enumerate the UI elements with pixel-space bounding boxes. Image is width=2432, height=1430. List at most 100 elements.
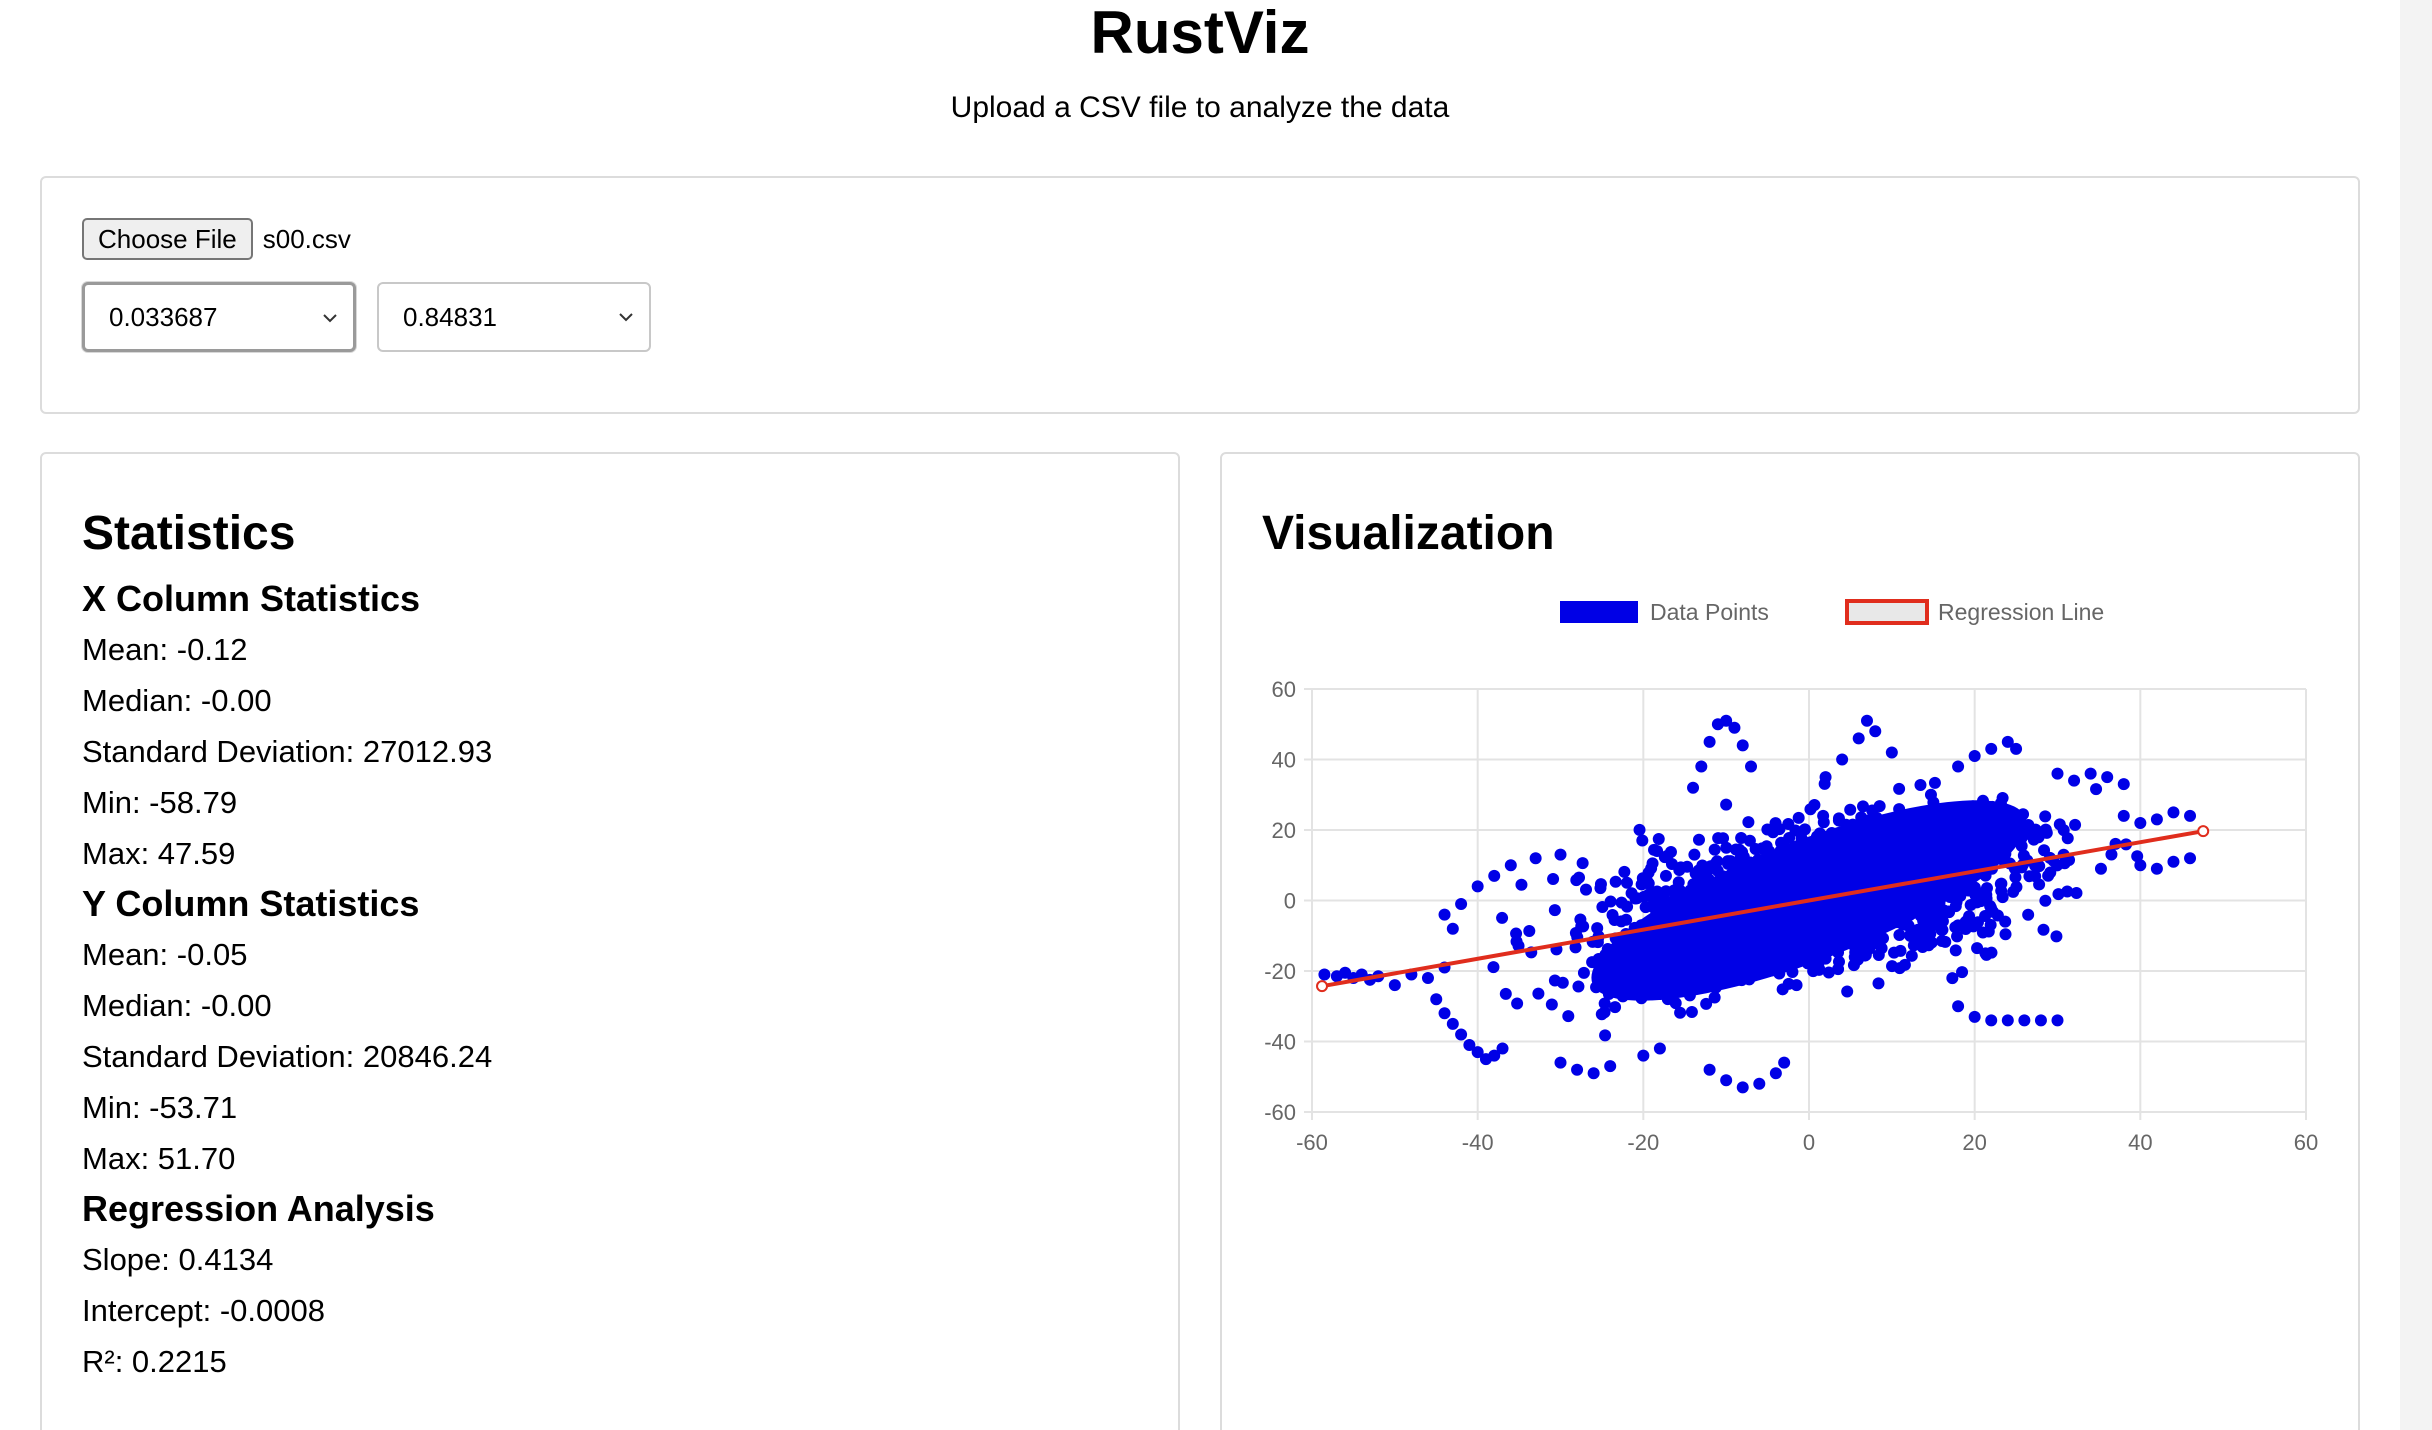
data-point xyxy=(1923,843,1936,856)
data-point xyxy=(1653,1042,1666,1055)
data-point xyxy=(2184,809,2197,822)
data-point xyxy=(1645,953,1658,966)
data-point xyxy=(1879,899,1892,912)
data-point xyxy=(1594,878,1607,891)
data-point xyxy=(1832,814,1845,827)
data-point xyxy=(2033,860,2046,873)
upload-card: Choose File s00.csv 0.033687 0.84831 xyxy=(40,176,2360,414)
data-point xyxy=(1951,804,1964,817)
data-point xyxy=(1847,930,1860,943)
data-point xyxy=(1949,921,1962,934)
data-point xyxy=(1902,919,1915,932)
data-point xyxy=(1604,1060,1617,1073)
data-point xyxy=(1609,1001,1622,1014)
data-point xyxy=(1652,832,1665,845)
data-point xyxy=(1967,920,1980,933)
data-point xyxy=(2101,771,2114,784)
data-point xyxy=(1991,909,2004,922)
data-point xyxy=(1421,972,1434,985)
data-point xyxy=(1529,852,1542,865)
data-point xyxy=(1944,890,1957,903)
data-point xyxy=(1982,925,1995,938)
data-point xyxy=(1747,968,1760,981)
data-point xyxy=(1995,884,2008,897)
data-point xyxy=(1724,918,1737,931)
data-point xyxy=(1872,977,1885,990)
data-point xyxy=(2070,886,2083,899)
data-point xyxy=(1964,802,1977,815)
data-point xyxy=(1471,880,1484,893)
x-median: Median: -0.00 xyxy=(82,683,272,718)
data-point xyxy=(1968,749,1981,762)
data-point xyxy=(1893,782,1906,795)
data-point xyxy=(1523,925,1536,938)
data-point xyxy=(1852,732,1865,745)
choose-file-button[interactable]: Choose File xyxy=(82,218,253,260)
data-point xyxy=(1696,859,1709,872)
data-point xyxy=(1710,902,1723,915)
data-point xyxy=(1822,865,1835,878)
data-point xyxy=(1992,852,2005,865)
data-point xyxy=(1615,896,1628,909)
data-point xyxy=(1904,929,1917,942)
data-point xyxy=(1642,866,1655,879)
data-point xyxy=(1765,930,1778,943)
data-point xyxy=(1891,862,1904,875)
y-tick-label: -20 xyxy=(1264,959,1296,984)
y-column-select-value: 0.84831 xyxy=(403,301,497,332)
data-point xyxy=(1840,852,1853,865)
data-point xyxy=(1675,891,1688,904)
data-point xyxy=(1778,1056,1791,1069)
y-column-select[interactable]: 0.84831 xyxy=(377,282,651,352)
data-point xyxy=(1679,949,1692,962)
y-median: Median: -0.00 xyxy=(82,988,272,1023)
data-point xyxy=(1907,894,1920,907)
data-point xyxy=(1488,1049,1501,1062)
data-point xyxy=(2057,824,2070,837)
data-point xyxy=(1318,968,1331,981)
chevron-down-icon xyxy=(323,314,337,323)
data-point xyxy=(1867,818,1880,831)
regression-endpoint xyxy=(1316,980,1329,993)
data-point xyxy=(1712,832,1725,845)
x-column-select[interactable]: 0.033687 xyxy=(82,282,356,352)
data-point xyxy=(1955,824,1968,837)
scatter-chart[interactable]: Data Points Regression Line -60 -40 -20 0 20 40… xyxy=(1246,574,2346,1374)
data-point xyxy=(1895,813,1908,826)
data-point xyxy=(1771,916,1784,929)
data-point xyxy=(1736,972,1749,985)
data-point xyxy=(1984,900,1997,913)
data-point xyxy=(1746,874,1759,887)
data-point xyxy=(1618,865,1631,878)
data-point xyxy=(1930,912,1943,925)
data-point xyxy=(1860,714,1873,727)
data-point xyxy=(1907,939,1920,952)
statistics-card: Statistics X Column Statistics Mean: -0.… xyxy=(40,452,1180,1430)
data-point xyxy=(1511,997,1524,1010)
data-point xyxy=(1633,823,1646,836)
data-point xyxy=(1850,847,1863,860)
data-point xyxy=(1801,857,1814,870)
data-point xyxy=(1674,861,1687,874)
data-point xyxy=(1689,867,1702,880)
data-point xyxy=(1598,968,1611,981)
x-max: Max: 47.59 xyxy=(82,836,236,871)
data-point xyxy=(1688,848,1701,861)
data-point xyxy=(1960,879,1973,892)
data-point xyxy=(1991,810,2004,823)
data-point xyxy=(1795,832,1808,845)
data-point xyxy=(1864,848,1877,861)
data-point xyxy=(1687,781,1700,794)
data-point xyxy=(1488,869,1501,882)
x-tick-label: -60 xyxy=(1296,1130,1328,1155)
data-point xyxy=(2001,735,2014,748)
data-point xyxy=(2029,823,2042,836)
data-point xyxy=(1455,1028,1468,1041)
data-point xyxy=(1798,882,1811,895)
data-point xyxy=(2117,809,2130,822)
data-point xyxy=(1736,1081,1749,1094)
scrollbar-track[interactable] xyxy=(2400,0,2432,1430)
x-tick-label: 20 xyxy=(1962,1130,1986,1155)
data-point xyxy=(1730,866,1743,879)
